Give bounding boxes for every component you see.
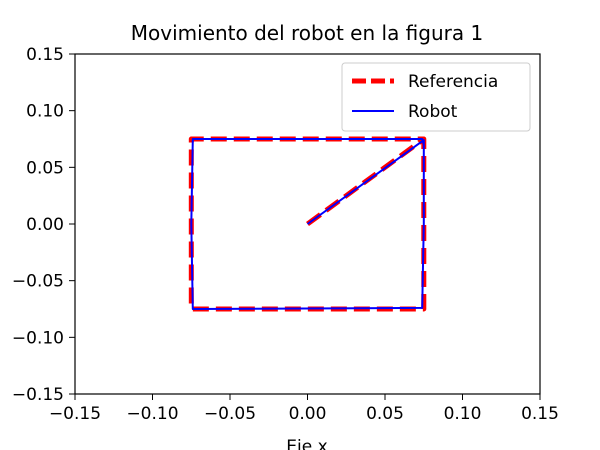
axis-ticks: −0.15 −0.10 −0.05 0.00 0.05 0.10 0.15 −0.15 −0.1… xyxy=(12,45,559,424)
legend-label-robot: Robot xyxy=(408,102,458,122)
legend-box xyxy=(341,62,531,132)
legend: Referencia Robot xyxy=(341,62,531,132)
series-layer xyxy=(188,136,427,312)
y-tick-label: 0.15 xyxy=(26,45,64,65)
y-tick-label: 0.10 xyxy=(26,102,64,122)
x-tick-label: 0.05 xyxy=(366,404,404,424)
x-tick-label: −0.15 xyxy=(49,404,101,424)
x-axis-label: Eje x xyxy=(286,437,327,450)
series-line-referencia xyxy=(188,136,427,312)
y-tick-label: 0.00 xyxy=(26,215,64,235)
legend-label-referencia: Referencia xyxy=(408,72,498,92)
x-tick-label: 0.00 xyxy=(289,404,327,424)
x-tick-label: −0.05 xyxy=(204,404,256,424)
series-line-robot xyxy=(190,138,425,310)
x-tick-label: −0.10 xyxy=(126,404,178,424)
x-tick-label: 0.15 xyxy=(521,404,559,424)
y-tick-label: 0.05 xyxy=(26,158,64,178)
y-tick-label: −0.10 xyxy=(12,328,64,348)
y-tick-label: −0.15 xyxy=(12,385,64,405)
chart-title: Movimiento del robot en la figura 1 xyxy=(131,21,483,45)
x-tick-label: 0.10 xyxy=(444,404,482,424)
y-tick-label: −0.05 xyxy=(12,272,64,292)
